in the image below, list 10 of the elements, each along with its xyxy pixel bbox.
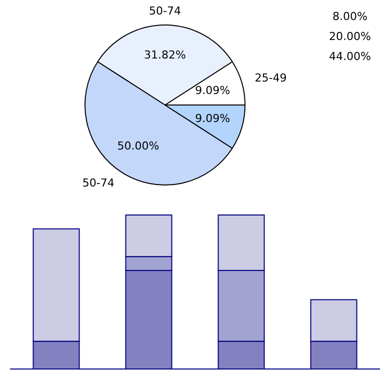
data-label: 31.82% <box>144 48 186 62</box>
slice-label: 50-74 <box>149 4 181 18</box>
text: 44.00% <box>329 50 371 63</box>
data-label: 50.00% <box>117 140 160 153</box>
text: 20.00% <box>329 30 371 43</box>
data-label: 9.09% <box>195 112 230 125</box>
slice-label: 50-74 <box>82 176 114 190</box>
data-label: 9.09% <box>195 84 230 98</box>
text: 8.00% <box>332 10 368 23</box>
slice-label: 25-49 <box>254 72 287 85</box>
